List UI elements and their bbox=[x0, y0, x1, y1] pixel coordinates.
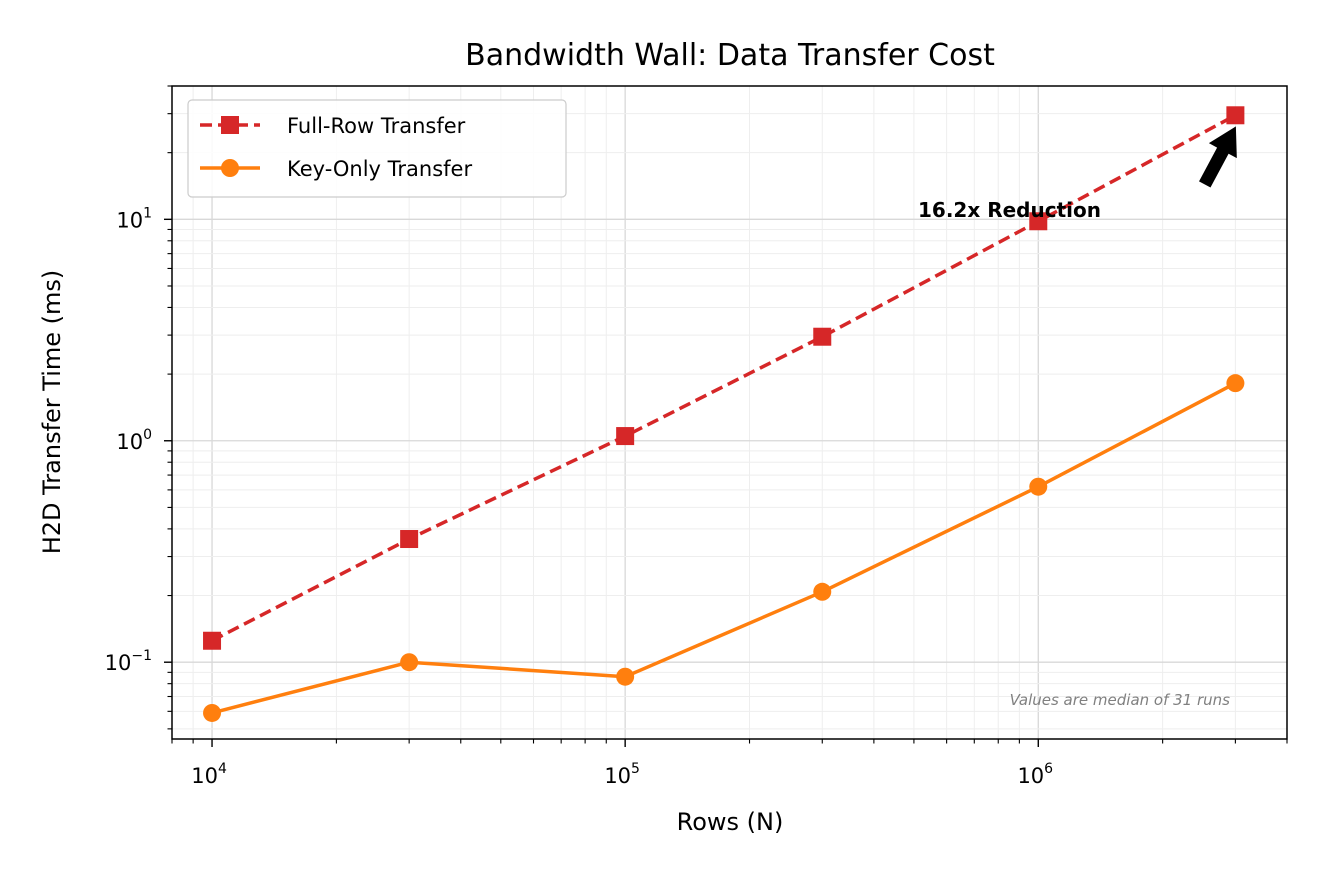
x-tick-label-1: 105 bbox=[604, 761, 640, 788]
data-point-full-row bbox=[1226, 106, 1245, 125]
annotation-arrow-shape bbox=[1199, 126, 1237, 188]
series-line-full-row bbox=[211, 113, 1237, 643]
data-point-key-only bbox=[1226, 374, 1245, 393]
data-point-full-row bbox=[616, 427, 635, 446]
legend: Full-Row Transfer Key-Only Transfer bbox=[187, 99, 567, 198]
data-point-key-only bbox=[203, 703, 222, 722]
data-point-full-row bbox=[813, 327, 832, 346]
footnote: Values are median of 31 runs bbox=[1010, 691, 1231, 709]
data-point-full-row bbox=[1029, 212, 1048, 231]
chart-title: Bandwidth Wall: Data Transfer Cost bbox=[465, 38, 995, 73]
legend-label-key-only: Key-Only Transfer bbox=[287, 157, 472, 181]
x-tick-label-0: 104 bbox=[191, 761, 227, 788]
plot-frame bbox=[171, 85, 1288, 740]
legend-marker-key-only bbox=[221, 159, 239, 177]
y-axis-label: H2D Transfer Time (ms) bbox=[38, 270, 66, 555]
data-point-full-row bbox=[203, 631, 222, 650]
x-axis-label: Rows (N) bbox=[677, 808, 784, 836]
y-axis: 10−1 100 101 bbox=[105, 85, 172, 730]
x-axis: 104 105 106 bbox=[171, 739, 1288, 788]
series-line-key-only bbox=[211, 381, 1237, 715]
legend-box bbox=[187, 99, 567, 198]
reduction-annotation: 16.2x Reduction bbox=[918, 198, 1101, 222]
legend-marker-full-row bbox=[221, 116, 239, 134]
x-tick-label-2: 106 bbox=[1017, 761, 1053, 788]
y-tick-label-2: 101 bbox=[116, 205, 152, 232]
data-point-key-only bbox=[400, 653, 419, 672]
data-point-key-only bbox=[616, 667, 635, 686]
data-point-key-only bbox=[813, 582, 832, 601]
legend-label-full-row: Full-Row Transfer bbox=[287, 114, 466, 138]
y-tick-label-0: 10−1 bbox=[105, 648, 152, 675]
data-point-full-row bbox=[400, 530, 419, 549]
data-point-key-only bbox=[1029, 477, 1048, 496]
series-layer bbox=[203, 106, 1245, 722]
y-tick-label-1: 100 bbox=[116, 427, 152, 454]
annotation-arrow bbox=[1199, 126, 1237, 188]
